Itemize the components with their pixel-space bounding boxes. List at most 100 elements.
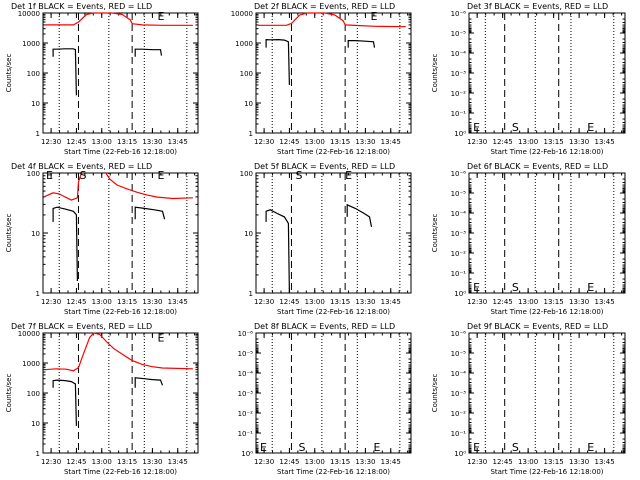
x-tick-label: 13:45 — [168, 458, 188, 466]
x-axis-label: Start Time (22-Feb-16 12:18:00) — [277, 308, 390, 316]
x-tick-label: 12:45 — [66, 298, 86, 306]
lld-series-line — [105, 172, 193, 200]
event-marker-label: E — [587, 281, 594, 294]
panel-title: Det 2f BLACK = Events, RED = LLD — [254, 2, 395, 11]
panel-3: Det 3f BLACK = Events, RED = LLD 10⁰ 10⁻¹ 1… — [431, 2, 626, 156]
x-tick-label: 13:45 — [595, 138, 615, 146]
x-tick-label: 13:15 — [544, 458, 564, 466]
y-tick-label: 10⁻¹ — [451, 430, 467, 438]
y-tick-label: 10⁰ — [454, 290, 466, 298]
y-tick-label: 10⁻¹ — [451, 270, 467, 278]
panel-title: Det 9f BLACK = Events, RED = LLD — [467, 322, 608, 331]
x-tick-label: 12:30 — [41, 298, 61, 306]
y-tick-label: 10⁻¹ — [238, 430, 254, 438]
y-tick-label: 10 — [31, 420, 40, 428]
y-tick-label: 10⁻⁵ — [451, 350, 467, 358]
y-tick-label: 10 — [31, 100, 40, 108]
x-tick-label: 13:00 — [518, 298, 538, 306]
y-tick-label: 10⁰ — [241, 450, 253, 458]
x-axis-label: Start Time (22-Feb-16 12:18:00) — [64, 308, 177, 316]
y-tick-label: 10⁰ — [454, 130, 466, 138]
event-marker-label: E — [46, 169, 53, 182]
event-marker-label: E — [473, 441, 480, 454]
y-tick-label: 10⁻⁵ — [238, 350, 254, 358]
panel-title: Det 7f BLACK = Events, RED = LLD — [11, 322, 152, 331]
events-series-line — [265, 38, 290, 85]
y-tick-label: 10000 — [18, 330, 40, 338]
x-tick-label: 13:00 — [305, 138, 325, 146]
y-axis-label: Counts/sec — [431, 374, 439, 413]
y-tick-label: 100 — [240, 70, 253, 78]
lld-series-line — [44, 172, 83, 201]
panel-title: Det 5f BLACK = Events, RED = LLD — [254, 162, 395, 171]
x-tick-label: 12:45 — [493, 458, 513, 466]
events-series-line — [134, 206, 166, 220]
x-tick-label: 12:45 — [66, 138, 86, 146]
x-tick-label: 13:15 — [330, 138, 350, 146]
plot-frame — [468, 332, 626, 454]
y-tick-label: 10⁻³ — [451, 390, 467, 398]
y-tick-label: 10⁻³ — [238, 390, 254, 398]
y-tick-label: 100 — [27, 170, 40, 178]
events-series-line — [265, 209, 290, 294]
y-tick-label: 10⁻⁶ — [451, 170, 467, 178]
x-tick-label: 13:45 — [168, 298, 188, 306]
x-axis-label: Start Time (22-Feb-16 12:18:00) — [277, 468, 390, 476]
y-tick-label: 10 — [244, 100, 253, 108]
y-tick-label: 1 — [249, 290, 253, 298]
event-marker-label: E — [587, 441, 594, 454]
y-tick-label: 10⁻⁴ — [451, 50, 467, 58]
event-marker-label: S — [512, 281, 519, 294]
x-tick-label: 12:30 — [467, 458, 487, 466]
y-tick-label: 10⁻⁴ — [451, 370, 467, 378]
x-tick-label: 13:15 — [330, 458, 350, 466]
plot-frame — [255, 332, 412, 454]
x-tick-label: 12:30 — [254, 138, 274, 146]
y-tick-label: 10⁻³ — [451, 230, 467, 238]
panel-title: Det 1f BLACK = Events, RED = LLD — [11, 2, 152, 11]
x-tick-label: 12:30 — [41, 458, 61, 466]
y-tick-label: 10⁻² — [451, 90, 467, 98]
x-tick-label: 13:30 — [355, 458, 375, 466]
y-tick-label: 10⁻² — [451, 410, 467, 418]
y-tick-label: 1 — [36, 450, 40, 458]
y-tick-label: 10000 — [231, 10, 253, 18]
y-tick-label: 10⁻⁵ — [451, 190, 467, 198]
y-axis-label: Counts/sec — [431, 54, 439, 93]
x-tick-label: 12:45 — [279, 458, 299, 466]
x-axis-label: Start Time (22-Feb-16 12:18:00) — [490, 468, 603, 476]
x-tick-label: 13:30 — [569, 298, 589, 306]
y-tick-label: 1 — [249, 130, 253, 138]
x-tick-label: 13:30 — [355, 138, 375, 146]
x-axis-label: Start Time (22-Feb-16 12:18:00) — [64, 468, 177, 476]
plot-frame — [42, 172, 199, 294]
x-tick-label: 13:00 — [518, 458, 538, 466]
x-tick-label: 13:45 — [381, 138, 401, 146]
x-tick-label: 13:45 — [381, 298, 401, 306]
x-tick-label: 13:45 — [595, 458, 615, 466]
y-axis-label: Counts/sec — [5, 54, 13, 93]
x-tick-label: 12:30 — [467, 298, 487, 306]
lld-series-line — [44, 332, 193, 372]
y-tick-label: 100 — [27, 70, 40, 78]
panel-title: Det 3f BLACK = Events, RED = LLD — [467, 2, 608, 11]
y-tick-label: 100 — [240, 170, 253, 178]
x-tick-label: 13:15 — [544, 138, 564, 146]
x-tick-label: 12:45 — [279, 298, 299, 306]
y-tick-label: 10⁻⁶ — [451, 330, 467, 338]
x-tick-label: 12:30 — [467, 138, 487, 146]
x-axis-label: Start Time (22-Feb-16 12:18:00) — [490, 148, 603, 156]
x-tick-label: 13:00 — [92, 458, 112, 466]
panel-5: Det 5f BLACK = Events, RED = LLD 1 10 100 12… — [240, 162, 412, 316]
x-tick-label: 12:45 — [66, 458, 86, 466]
plot-frame — [468, 12, 626, 134]
y-tick-label: 1000 — [22, 40, 40, 48]
event-marker-label: E — [260, 441, 267, 454]
y-tick-label: 1000 — [22, 360, 40, 368]
x-tick-label: 13:00 — [518, 138, 538, 146]
y-tick-label: 1 — [36, 130, 40, 138]
x-tick-label: 13:30 — [142, 458, 162, 466]
x-axis-label: Start Time (22-Feb-16 12:18:00) — [277, 148, 390, 156]
x-tick-label: 13:00 — [92, 298, 112, 306]
events-series-line — [134, 48, 163, 57]
